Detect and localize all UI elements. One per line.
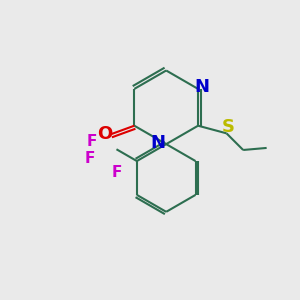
Text: F: F xyxy=(85,151,95,166)
Text: N: N xyxy=(151,134,166,152)
Text: S: S xyxy=(221,118,235,136)
Text: F: F xyxy=(111,165,122,180)
Text: F: F xyxy=(86,134,97,149)
Text: N: N xyxy=(194,77,209,95)
Text: O: O xyxy=(97,125,112,143)
